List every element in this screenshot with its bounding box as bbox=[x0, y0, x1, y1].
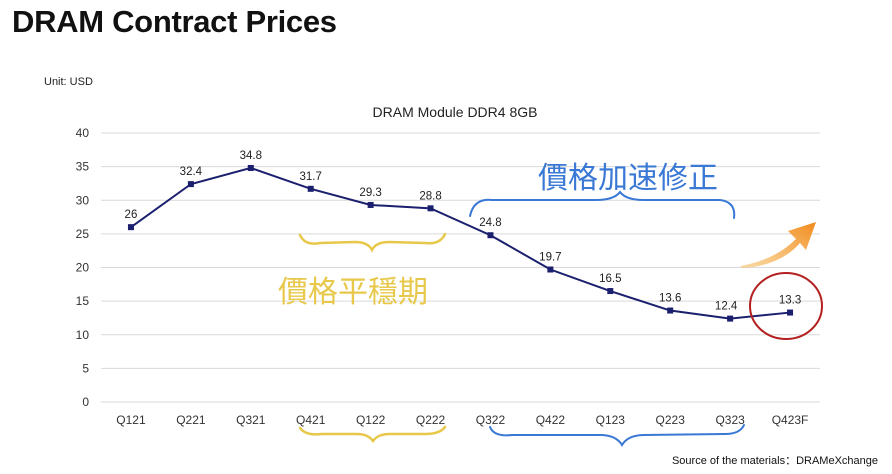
data-label: 24.8 bbox=[479, 217, 501, 229]
forecast-highlight-circle bbox=[749, 272, 823, 340]
data-label: 28.8 bbox=[419, 190, 441, 202]
unit-label: Unit: USD bbox=[44, 76, 93, 88]
y-tick-label: 40 bbox=[76, 126, 90, 140]
data-point bbox=[787, 309, 794, 316]
data-point bbox=[367, 201, 374, 208]
accelerated-correction-note: 價格加速修正 bbox=[538, 161, 718, 196]
gridlines bbox=[101, 132, 820, 403]
x-tick-label: Q222 bbox=[416, 413, 446, 427]
data-label: 26 bbox=[125, 209, 138, 221]
x-tick-label: Q221 bbox=[176, 413, 206, 427]
data-label: 16.5 bbox=[599, 273, 621, 285]
blue-brace-bottom bbox=[489, 424, 745, 447]
y-tick-label: 0 bbox=[82, 395, 89, 409]
data-label: 13.3 bbox=[779, 295, 801, 307]
y-tick-label: 5 bbox=[82, 361, 89, 375]
data-label: 34.8 bbox=[240, 150, 262, 162]
x-tick-label: Q321 bbox=[236, 413, 266, 427]
data-point bbox=[667, 307, 674, 314]
y-tick-label: 25 bbox=[76, 227, 90, 241]
data-point bbox=[307, 185, 314, 192]
trend-up-arrow-icon bbox=[740, 222, 816, 268]
y-tick-label: 15 bbox=[76, 294, 90, 308]
x-tick-label: Q122 bbox=[356, 413, 386, 427]
yellow-brace-bottom bbox=[298, 425, 447, 444]
data-point bbox=[547, 266, 554, 273]
y-tick-label: 10 bbox=[76, 328, 90, 342]
y-axis-ticks: 0 5 10 15 20 25 30 35 40 bbox=[76, 126, 90, 409]
x-axis-ticks: Q121 Q221 Q321 Q421 Q122 Q222 Q322 Q422 Q123 Q223… bbox=[116, 413, 808, 427]
x-tick-label: Q223 bbox=[656, 413, 686, 427]
data-label: 32.4 bbox=[180, 166, 203, 178]
series-drk: 26 32.4 34.8 31.7 29.3 28.8 24.8 19.7 16.5 13.6 12… bbox=[125, 150, 801, 322]
page-title: DRAM Contract Prices bbox=[12, 4, 337, 39]
series-line bbox=[130, 166, 791, 320]
y-tick-label: 30 bbox=[76, 193, 90, 207]
x-tick-label: Q123 bbox=[596, 413, 626, 427]
chart-title: DRAM Module DDR4 8GB bbox=[373, 104, 538, 120]
data-point bbox=[187, 181, 194, 188]
data-label: 12.4 bbox=[715, 301, 738, 313]
data-point bbox=[607, 288, 614, 295]
data-label: 13.6 bbox=[659, 293, 681, 305]
data-label: 19.7 bbox=[539, 252, 561, 264]
blue-brace-top bbox=[469, 190, 736, 219]
data-point bbox=[427, 205, 434, 212]
data-label: 31.7 bbox=[300, 171, 322, 183]
x-tick-label: Q421 bbox=[296, 413, 326, 427]
y-tick-label: 35 bbox=[76, 160, 90, 174]
yellow-brace-top bbox=[298, 232, 447, 253]
data-point bbox=[727, 315, 734, 322]
data-label: 29.3 bbox=[359, 187, 381, 199]
x-tick-label: Q322 bbox=[476, 413, 506, 427]
source-note: Source of the materials：DRAMeXchange bbox=[671, 455, 878, 467]
x-tick-label: Q323 bbox=[715, 413, 745, 427]
data-point bbox=[487, 232, 494, 239]
x-tick-label: Q422 bbox=[536, 413, 566, 427]
data-point bbox=[247, 164, 254, 171]
stable-period-note: 價格平穩期 bbox=[278, 275, 428, 310]
y-tick-label: 20 bbox=[76, 261, 90, 275]
x-tick-label: Q121 bbox=[116, 413, 146, 427]
data-point bbox=[127, 224, 134, 231]
x-tick-label: Q423F bbox=[772, 413, 809, 427]
